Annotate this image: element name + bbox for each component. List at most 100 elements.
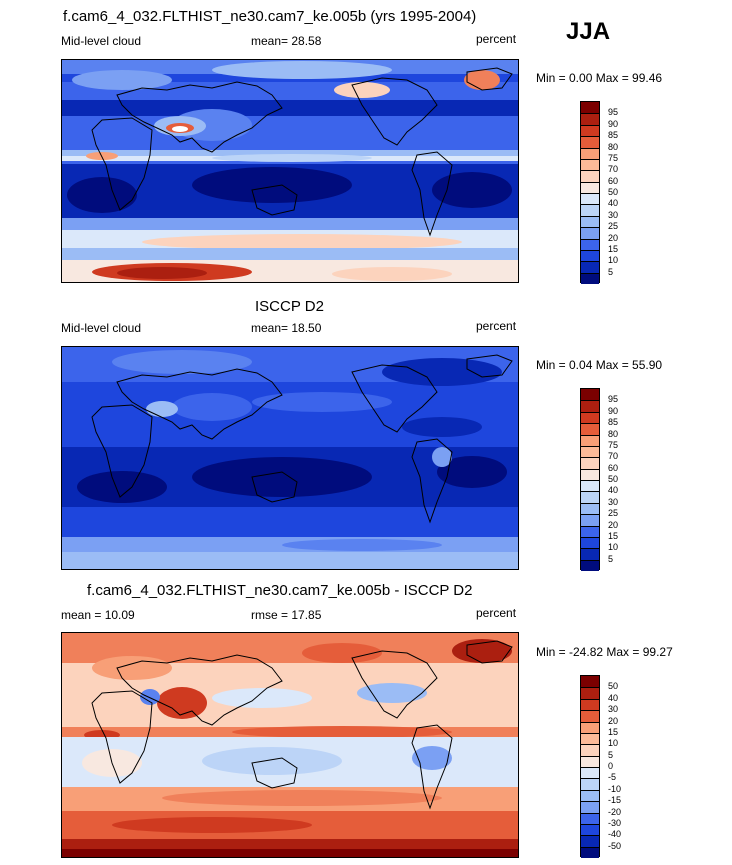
colorbar-tick-label: 70 — [608, 451, 619, 462]
colorbar-tick-label: 0 — [608, 761, 614, 771]
colorbar-bin — [581, 559, 599, 571]
colorbar-bin — [581, 755, 599, 767]
colorbar-bin — [581, 710, 599, 722]
colorbar-bin — [581, 698, 599, 711]
colorbar-bin — [581, 502, 599, 515]
colorbar-bin — [581, 687, 599, 699]
colorbar-bin — [581, 158, 599, 171]
panel2-map-field — [62, 347, 518, 569]
colorbar-tick-label: -15 — [608, 795, 622, 806]
colorbar-bin — [581, 812, 599, 824]
colorbar-tick-label: 60 — [608, 175, 619, 186]
colorbar-bin — [581, 732, 599, 745]
colorbar-bin — [581, 411, 599, 424]
colorbar-tick-label: 20 — [608, 519, 619, 530]
colorbar-bin — [581, 778, 599, 790]
panel2-mean-label: mean= 18.50 — [251, 321, 322, 335]
colorbar-bin — [581, 272, 599, 284]
colorbar-bin — [581, 548, 599, 560]
colorbar-tick-label: 15 — [608, 726, 619, 737]
colorbar-tick-label: 30 — [608, 704, 619, 715]
colorbar-tick-label: 60 — [608, 462, 619, 473]
panel2-min-max: Min = 0.04 Max = 55.90 — [536, 358, 663, 372]
colorbar-tick-label: -20 — [608, 806, 622, 817]
panel2-colorbar — [580, 388, 600, 571]
panel1-min-max: Min = 0.00 Max = 99.46 — [536, 71, 663, 85]
colorbar-bin — [581, 147, 599, 159]
colorbar-bin — [581, 389, 599, 401]
colorbar-bin — [581, 193, 599, 205]
colorbar-tick-label: 90 — [608, 118, 619, 129]
panel1-map-field — [62, 60, 518, 282]
colorbar-tick-label: 15 — [608, 243, 619, 254]
colorbar-bin — [581, 789, 599, 802]
colorbar-tick-label: -30 — [608, 817, 622, 828]
panel2-units-label: percent — [476, 319, 517, 333]
colorbar-bin — [581, 480, 599, 492]
colorbar-bin — [581, 215, 599, 228]
colorbar-bin — [581, 102, 599, 114]
colorbar-tick-label: -10 — [608, 783, 622, 794]
colorbar-tick-label: 20 — [608, 232, 619, 243]
colorbar-bin — [581, 767, 599, 779]
season-label: JJA — [566, 18, 611, 45]
colorbar-tick-label: 40 — [608, 692, 619, 703]
colorbar-bin — [581, 801, 599, 813]
colorbar-tick-label: 95 — [608, 394, 619, 405]
colorbar-tick-label: -5 — [608, 772, 617, 783]
colorbar-tick-label: 10 — [608, 255, 619, 266]
panel1-map — [61, 59, 519, 283]
panel2-variable-label: Mid-level cloud — [61, 321, 142, 335]
colorbar-tick-label: 85 — [608, 130, 619, 141]
colorbar-tick-label: 75 — [608, 152, 619, 163]
colorbar-bin — [581, 238, 599, 250]
panel2-title: ISCCP D2 — [255, 298, 324, 315]
colorbar-tick-label: 50 — [608, 187, 619, 197]
colorbar-bin — [581, 835, 599, 847]
panel3-units-label: percent — [476, 606, 517, 620]
colorbar-bin — [581, 136, 599, 148]
colorbar-bin — [581, 204, 599, 216]
colorbar-tick-label: 80 — [608, 141, 619, 152]
colorbar-tick-label: 50 — [608, 681, 619, 692]
panel1-units-label: percent — [476, 32, 517, 46]
colorbar-bin — [581, 181, 599, 193]
panel3-min-max: Min = -24.82 Max = 99.27 — [536, 645, 673, 659]
panel1-variable-label: Mid-level cloud — [61, 34, 142, 48]
colorbar-tick-label: -40 — [608, 829, 622, 840]
colorbar-bin — [581, 261, 599, 273]
colorbar-tick-label: 85 — [608, 417, 619, 428]
colorbar-tick-label: 30 — [608, 209, 619, 220]
colorbar-bin — [581, 113, 599, 125]
colorbar-tick-label: 75 — [608, 439, 619, 450]
colorbar-bin — [581, 445, 599, 458]
colorbar-bin — [581, 423, 599, 435]
colorbar-tick-label: 40 — [608, 198, 619, 209]
colorbar-bin — [581, 676, 599, 688]
colorbar-tick-label: 25 — [608, 221, 619, 232]
panel2-map — [61, 346, 519, 570]
colorbar-tick-label: 95 — [608, 107, 619, 118]
colorbar-bin — [581, 457, 599, 469]
colorbar-bin — [581, 514, 599, 526]
colorbar-bin — [581, 249, 599, 262]
colorbar-bin — [581, 721, 599, 733]
panel3-colorbar — [580, 675, 600, 858]
colorbar-bin — [581, 124, 599, 137]
panel3-rmse-label: rmse = 17.85 — [251, 608, 322, 622]
colorbar-tick-label: 50 — [608, 474, 619, 484]
colorbar-tick-label: 90 — [608, 405, 619, 416]
colorbar-tick-label: 20 — [608, 715, 619, 726]
colorbar-bin — [581, 468, 599, 480]
colorbar-tick-label: 5 — [608, 749, 614, 760]
colorbar-bin — [581, 434, 599, 446]
colorbar-bin — [581, 491, 599, 503]
colorbar-tick-label: 10 — [608, 738, 619, 749]
panel1-title: f.cam6_4_032.FLTHIST_ne30.cam7_ke.005b (… — [63, 8, 477, 25]
colorbar-bin — [581, 536, 599, 549]
colorbar-bin — [581, 823, 599, 836]
colorbar-tick-label: 5 — [608, 266, 614, 277]
colorbar-tick-label: 80 — [608, 428, 619, 439]
colorbar-bin — [581, 744, 599, 756]
colorbar-tick-label: 70 — [608, 164, 619, 175]
